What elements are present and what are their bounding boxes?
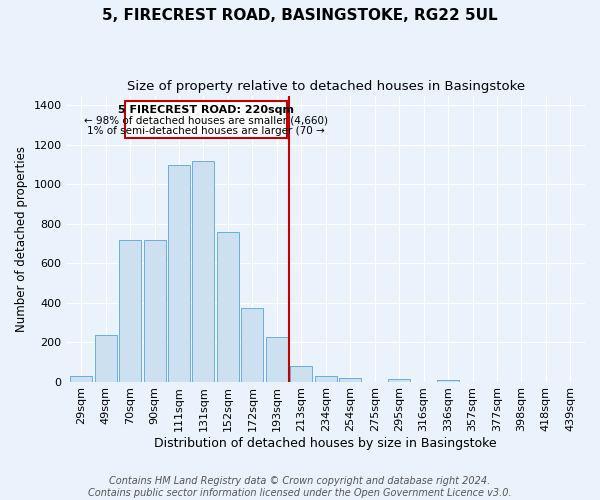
X-axis label: Distribution of detached houses by size in Basingstoke: Distribution of detached houses by size … (154, 437, 497, 450)
Bar (119, 240, 141, 382)
Bar (315, 376, 337, 382)
Bar (168, 164, 190, 382)
Bar (143, 240, 166, 382)
Text: 5, FIRECREST ROAD, BASINGSTOKE, RG22 5UL: 5, FIRECREST ROAD, BASINGSTOKE, RG22 5UL (102, 8, 498, 22)
Bar (388, 378, 410, 382)
Bar (266, 337, 288, 382)
Text: 5 FIRECREST ROAD: 220sqm: 5 FIRECREST ROAD: 220sqm (118, 105, 294, 115)
Bar (95, 335, 116, 382)
Bar (290, 366, 313, 382)
Bar (339, 378, 361, 382)
Text: 1% of semi-detached houses are larger (70 →: 1% of semi-detached houses are larger (7… (87, 126, 325, 136)
Bar (241, 308, 263, 382)
Text: Contains HM Land Registry data © Crown copyright and database right 2024.
Contai: Contains HM Land Registry data © Crown c… (88, 476, 512, 498)
Y-axis label: Number of detached properties: Number of detached properties (15, 146, 28, 332)
Text: ← 98% of detached houses are smaller (4,660): ← 98% of detached houses are smaller (4,… (84, 116, 328, 126)
Bar (70, 376, 92, 382)
Bar (193, 160, 214, 382)
Bar (437, 380, 459, 382)
Title: Size of property relative to detached houses in Basingstoke: Size of property relative to detached ho… (127, 80, 525, 93)
FancyBboxPatch shape (125, 102, 287, 138)
Bar (217, 232, 239, 382)
